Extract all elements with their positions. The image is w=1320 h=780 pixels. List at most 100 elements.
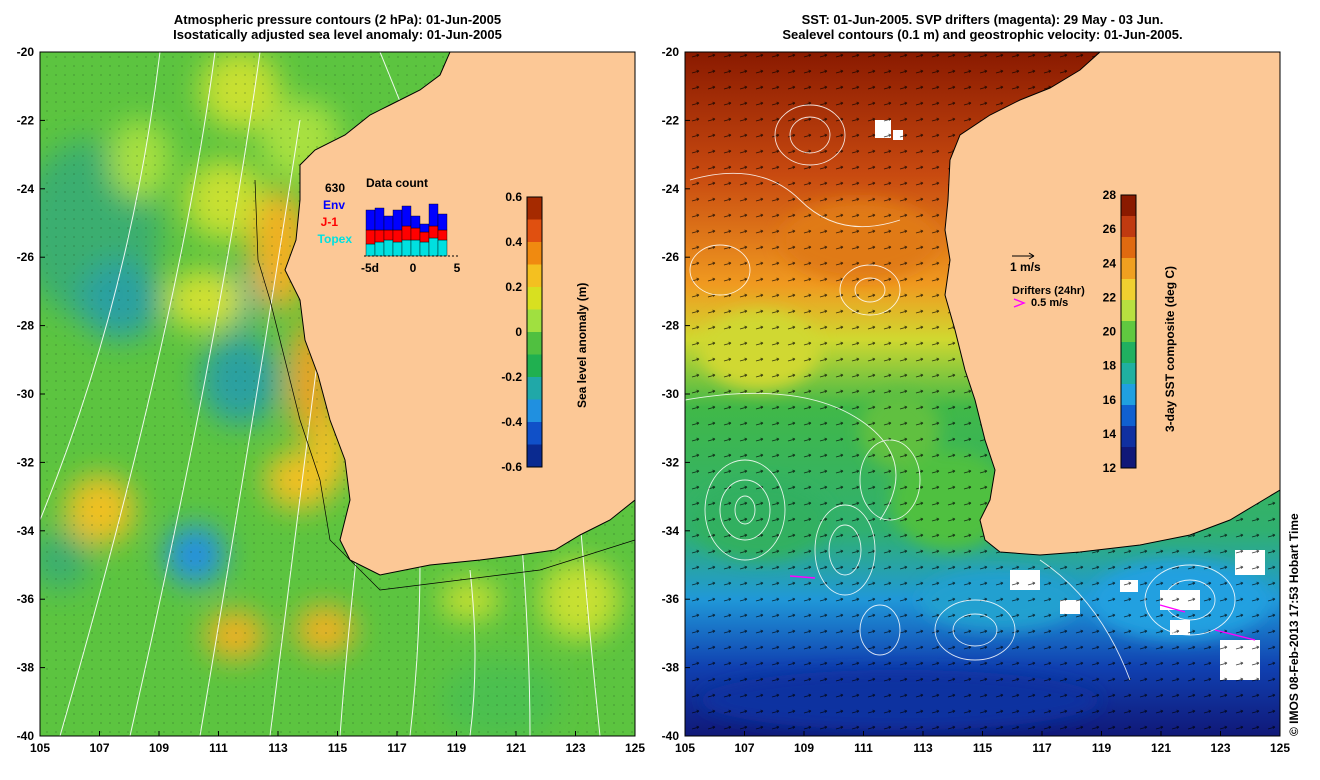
- dc-tick-0: 0: [410, 261, 417, 275]
- colorbar-tick-label: -0.2: [501, 370, 522, 384]
- x-tick-label: 117: [387, 741, 407, 755]
- data-count-bar: [401, 205, 412, 227]
- data-count-bar: [392, 241, 403, 257]
- left-title-line2: Isostatically adjusted sea level anomaly…: [173, 27, 502, 42]
- colorbar-swatch: [1121, 195, 1136, 217]
- right-panel-title: SST: 01-Jun-2005. SVP drifters (magenta)…: [685, 12, 1280, 42]
- colorbar-tick-label: 0: [515, 325, 522, 339]
- colorbar-swatch: [527, 422, 542, 445]
- colorbar-swatch: [1121, 300, 1136, 322]
- x-tick-label: 107: [89, 741, 109, 755]
- data-count-bar: [419, 223, 430, 233]
- data-count-bar: [374, 229, 385, 243]
- data-count-bar: [383, 239, 394, 257]
- colorbar-swatch: [527, 242, 542, 265]
- data-count-bar: [365, 209, 376, 231]
- data-count-bar: [374, 207, 385, 231]
- colorbar-swatch: [1121, 447, 1136, 469]
- colorbar-swatch: [1121, 258, 1136, 280]
- y-tick-label: -36: [662, 592, 680, 606]
- x-tick-label: 113: [268, 741, 288, 755]
- x-tick-label: 121: [1151, 741, 1171, 755]
- x-tick-label: 123: [1210, 741, 1230, 755]
- y-tick-label: -24: [662, 182, 680, 196]
- colorbar-tick-label: 0.4: [505, 235, 522, 249]
- legend-topex: Topex: [318, 232, 353, 246]
- colorbar-swatch: [1121, 279, 1136, 301]
- data-count-bar: [392, 209, 403, 231]
- data-count-bar: [374, 241, 385, 257]
- x-tick-label: 113: [913, 741, 933, 755]
- colorbar-swatch: [1121, 321, 1136, 343]
- colorbar-swatch: [527, 332, 542, 355]
- data-count-bar: [410, 215, 421, 229]
- colorbar-swatch: [1121, 237, 1136, 259]
- colorbar-tick-label: 18: [1103, 359, 1117, 373]
- data-count-bar: [410, 239, 421, 257]
- colorbar-swatch: [527, 399, 542, 423]
- colorbar-swatch: [1121, 342, 1136, 364]
- x-tick-label: 107: [734, 741, 754, 755]
- y-tick-label: -34: [17, 524, 35, 538]
- colorbar-tick-label: 12: [1103, 461, 1117, 475]
- colorbar-swatch: [527, 264, 542, 288]
- colorbar-tick-label: 14: [1103, 427, 1117, 441]
- y-tick-label: -32: [662, 455, 680, 469]
- colorbar-swatch: [1121, 363, 1136, 385]
- y-tick-label: -30: [662, 387, 680, 401]
- data-count-bar: [437, 213, 448, 231]
- y-tick-label: -20: [662, 45, 680, 59]
- colorbar-tick-label: 24: [1103, 256, 1117, 270]
- x-tick-label: 109: [794, 741, 814, 755]
- colorbar-swatch: [527, 354, 542, 378]
- data-count-bar: [365, 243, 376, 257]
- y-tick-label: -32: [17, 455, 35, 469]
- drifters-label: Drifters (24hr): [1012, 285, 1085, 297]
- colorbar-swatch: [1121, 405, 1136, 427]
- colorbar-swatch: [527, 444, 542, 468]
- right-title-line2: Sealevel contours (0.1 m) and geostrophi…: [782, 27, 1183, 42]
- right-colorbar: 28 26 24 22 20 18 16 14 12: [1103, 188, 1137, 475]
- colorbar-tick-label: -0.4: [501, 415, 522, 429]
- y-tick-label: -40: [17, 729, 35, 743]
- data-count-total: 630: [325, 181, 345, 195]
- x-tick-label: 117: [1032, 741, 1052, 755]
- x-tick-label: 111: [209, 741, 228, 755]
- y-tick-label: -22: [17, 113, 35, 127]
- colorbar-swatch: [527, 197, 542, 220]
- colorbar-tick-label: 20: [1103, 325, 1117, 339]
- y-tick-label: -20: [17, 45, 35, 59]
- colorbar-swatch: [527, 219, 542, 243]
- colorbar-swatch: [1121, 384, 1136, 406]
- x-tick-label: 123: [565, 741, 585, 755]
- y-tick-label: -40: [662, 729, 680, 743]
- right-australia-land: [944, 52, 1280, 556]
- left-title-line1: Atmospheric pressure contours (2 hPa): 0…: [173, 12, 502, 27]
- drifter-tracks: [789, 575, 1256, 641]
- data-count-bar: [383, 229, 394, 241]
- x-tick-label: 109: [149, 741, 169, 755]
- sealevel-contours: [685, 104, 1236, 681]
- data-count-bar: [437, 229, 448, 241]
- data-count-bar: [392, 229, 403, 243]
- colorbar-tick-label: 26: [1103, 222, 1117, 236]
- y-tick-label: -38: [17, 661, 35, 675]
- y-tick-label: -28: [17, 319, 35, 333]
- data-count-bar: [428, 225, 439, 239]
- right-map: [685, 52, 1280, 736]
- colorbar-swatch: [527, 287, 542, 310]
- x-tick-label: 125: [625, 741, 645, 755]
- x-tick-label: 115: [328, 741, 348, 755]
- x-tick-label: 105: [675, 741, 695, 755]
- data-count-bar: [365, 229, 376, 245]
- y-tick-label: -24: [17, 182, 35, 196]
- data-count-bars: [365, 203, 448, 257]
- colorbar-tick-label: 28: [1103, 188, 1117, 202]
- y-tick-label: -26: [662, 250, 680, 264]
- colorbar-tick-label: 16: [1103, 393, 1117, 407]
- right-title-line1: SST: 01-Jun-2005. SVP drifters (magenta)…: [801, 12, 1164, 27]
- data-count-title: Data count: [366, 176, 428, 190]
